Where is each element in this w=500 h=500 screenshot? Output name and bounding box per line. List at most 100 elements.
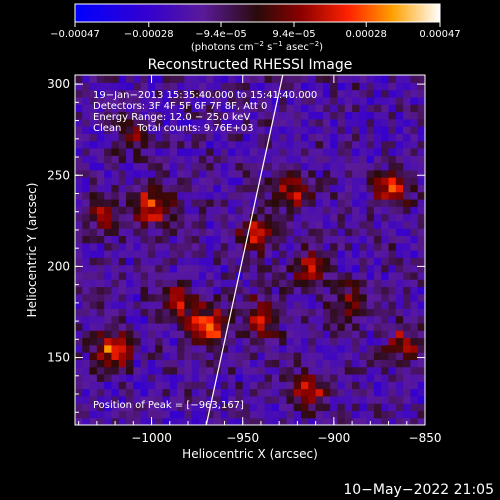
heatmap-cell (344, 286, 353, 295)
heatmap-cell (395, 140, 404, 149)
heatmap-cell (279, 82, 288, 91)
heatmap-cell (322, 322, 331, 331)
heatmap-cell (191, 213, 200, 222)
heatmap-cell (373, 206, 382, 215)
heatmap-cell (96, 191, 105, 200)
heatmap-cell (293, 126, 302, 134)
heatmap-cell (126, 352, 134, 360)
colorbar-tick-label: −0.00028 (124, 29, 174, 40)
heatmap-cell (147, 388, 156, 397)
heatmap-cell (155, 162, 164, 171)
heatmap-cell (104, 140, 113, 149)
heatmap-cell (381, 308, 390, 317)
heatmap-cell (228, 271, 237, 280)
heatmap-cell (169, 191, 178, 200)
heatmap-cell (352, 235, 360, 244)
heatmap-cell (301, 155, 309, 164)
heatmap-cell (264, 352, 273, 360)
heatmap-cell (235, 410, 244, 419)
heatmap-cell (206, 213, 215, 222)
heatmap-cell (286, 228, 295, 237)
heatmap-cell (366, 191, 375, 200)
heatmap-cell (301, 220, 309, 229)
heatmap-cell (403, 82, 412, 91)
heatmap-cell (82, 162, 91, 171)
heatmap-cell (133, 155, 142, 164)
heatmap-cell (395, 366, 404, 375)
heatmap-cell (388, 155, 397, 164)
heatmap-cell (169, 410, 178, 419)
heatmap-cell (228, 96, 237, 105)
heatmap-cell (308, 257, 317, 266)
heatmap-cell (395, 242, 404, 251)
heatmap-cell (162, 75, 171, 83)
heatmap-cell (147, 235, 156, 244)
heatmap-cell (264, 395, 273, 404)
heatmap-cell (322, 395, 331, 404)
heatmap-cell (235, 344, 244, 353)
heatmap-cell (118, 264, 127, 273)
heatmap-cell (359, 155, 368, 164)
heatmap-cell (140, 147, 149, 156)
heatmap-cell (169, 301, 178, 309)
heatmap-cell (381, 301, 390, 309)
heatmap-cell (133, 169, 142, 178)
heatmap-cell (213, 111, 222, 120)
heatmap-cell (322, 213, 331, 222)
heatmap-cell (162, 82, 171, 91)
heatmap-cell (366, 96, 375, 105)
heatmap-cell (104, 235, 113, 244)
heatmap-cell (104, 162, 113, 171)
heatmap-cell (242, 410, 251, 419)
heatmap-cell (417, 279, 425, 288)
heatmap-cell (410, 198, 419, 207)
heatmap-cell (147, 410, 156, 419)
heatmap-cell (140, 417, 149, 425)
heatmap-cell (162, 111, 171, 120)
heatmap-cell (395, 126, 404, 134)
heatmap-cell (271, 111, 280, 120)
heatmap-cell (388, 330, 397, 339)
heatmap-cell (344, 330, 353, 339)
heatmap-cell (344, 155, 353, 164)
heatmap-cell (322, 330, 331, 339)
heatmap-cell (322, 126, 331, 134)
heatmap-cell (184, 337, 193, 346)
heatmap-cell (133, 366, 142, 375)
heatmap-cell (126, 133, 134, 142)
heatmap-cell (82, 75, 91, 83)
heatmap-cell (162, 96, 171, 105)
heatmap-cell (388, 315, 397, 324)
heatmap-cell (235, 337, 244, 346)
heatmap-cell (155, 388, 164, 397)
heatmap-cell (191, 337, 200, 346)
heatmap-cell (82, 293, 91, 302)
heatmap-cell (322, 315, 331, 324)
heatmap-cell (206, 293, 215, 302)
heatmap-cell (111, 286, 120, 295)
heatmap-cell (169, 235, 178, 244)
heatmap-cell (213, 169, 222, 178)
heatmap-cell (242, 308, 251, 317)
heatmap-cell (293, 337, 302, 346)
heatmap-cell (169, 177, 178, 185)
heatmap-cell (403, 198, 412, 207)
heatmap-cell (184, 410, 193, 419)
heatmap-cell (169, 344, 178, 353)
heatmap-cell (177, 111, 185, 120)
heatmap-cell (198, 96, 207, 105)
heatmap-cell (279, 213, 288, 222)
heatmap-cell (344, 96, 353, 105)
heatmap-cell (403, 322, 412, 331)
heatmap-cell (82, 89, 91, 98)
heatmap-cell (381, 359, 390, 368)
heatmap-cell (257, 126, 266, 134)
heatmap-cell (198, 147, 207, 156)
heatmap-cell (235, 198, 244, 207)
heatmap-cell (286, 213, 295, 222)
heatmap-cell (322, 191, 331, 200)
heatmap-cell (162, 213, 171, 222)
heatmap-cell (279, 140, 288, 149)
heatmap-cell (381, 89, 390, 98)
heatmap-cell (395, 286, 404, 295)
